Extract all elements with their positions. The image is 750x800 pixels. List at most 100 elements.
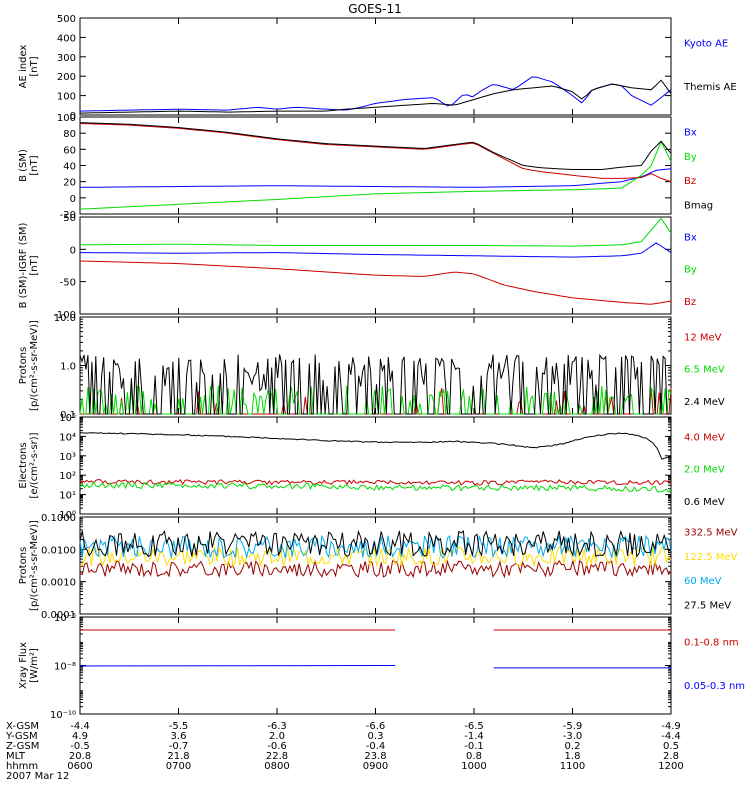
ephemeris-value: -6.3 — [267, 721, 287, 732]
legend-label: 6.5 MeV — [684, 365, 725, 376]
y-axis-unit: [nT] — [29, 56, 40, 76]
legend-label: Bmag — [684, 200, 713, 211]
y-axis-label: B (SM) — [18, 149, 29, 182]
series-line — [79, 665, 396, 667]
y-axis-unit: [p/(cm²-s-sr-MeV)] — [29, 520, 40, 611]
y-tick-label: 10⁻¹⁰ — [50, 710, 76, 721]
ephemeris-value: 4.9 — [72, 731, 88, 742]
series-line — [79, 481, 672, 494]
ephemeris-value: -0.7 — [169, 741, 189, 752]
series-line — [79, 260, 672, 305]
y-tick-label: 1.0 — [60, 362, 76, 373]
ephemeris-value: 0.3 — [368, 731, 384, 742]
ephemeris-value: 1000 — [461, 761, 486, 772]
y-tick-label: 200 — [57, 72, 76, 83]
legend-label: 60 MeV — [684, 576, 722, 587]
series-line — [79, 122, 672, 170]
y-axis-label: B (SM)-IGRF (SM) — [18, 223, 29, 309]
y-tick-label: 100 — [57, 113, 76, 124]
y-tick-label: 0.0001 — [41, 610, 76, 621]
ephemeris-value: -6.5 — [464, 721, 484, 732]
legend-label: Kyoto AE — [684, 38, 728, 49]
ephemeris-row-label: Z-GSM — [6, 741, 39, 752]
y-axis-unit: [nT] — [29, 255, 40, 275]
y-axis-unit: [e/(cm²-s-sr)] — [29, 432, 40, 498]
y-tick-label: -50 — [60, 278, 76, 289]
legend-label: Themis AE — [683, 82, 737, 93]
ephemeris-value: 21.8 — [167, 751, 189, 762]
ephemeris-value: -5.9 — [563, 721, 583, 732]
series-line — [79, 140, 672, 210]
y-tick-label: 400 — [57, 33, 76, 44]
y-tick-label: 0 — [70, 194, 76, 205]
legend-label: By — [684, 265, 697, 276]
legend-label: 0.6 MeV — [684, 497, 725, 508]
ephemeris-value: -3.0 — [563, 731, 583, 742]
panel-frame — [79, 416, 672, 515]
ephemeris-row-label: Y-GSM — [5, 731, 38, 742]
y-tick-label: 0 — [70, 111, 76, 122]
y-tick-label: 500 — [57, 14, 76, 25]
y-tick-label: -100 — [53, 310, 76, 321]
y-tick-label: 10⁻⁸ — [54, 662, 76, 673]
series-line — [79, 432, 672, 460]
series-line — [80, 354, 671, 414]
y-tick-label: 50 — [63, 213, 76, 224]
ephemeris-value: 0600 — [67, 761, 92, 772]
panel-frame — [79, 116, 672, 215]
ephemeris-value: -4.4 — [661, 731, 681, 742]
y-tick-label: 0.1 — [60, 410, 76, 421]
ephemeris-value: -0.6 — [267, 741, 287, 752]
ephemeris-value: 1.8 — [565, 751, 581, 762]
y-tick-label: 10⁴ — [59, 432, 76, 443]
ephemeris-value: 23.8 — [364, 751, 386, 762]
legend-label: 12 MeV — [684, 332, 722, 343]
ephemeris-value: 0.5 — [663, 741, 679, 752]
ephemeris-value: 3.6 — [171, 731, 187, 742]
y-tick-label: 100 — [57, 92, 76, 103]
ephemeris-value: -0.1 — [464, 741, 484, 752]
series-line — [80, 242, 672, 258]
series-line — [79, 559, 672, 579]
ephemeris-value: -6.6 — [366, 721, 386, 732]
ephemeris-value: -0.4 — [366, 741, 386, 752]
ephemeris-value: 20.8 — [69, 751, 91, 762]
ephemeris-value: -5.5 — [169, 721, 189, 732]
series-line — [79, 545, 672, 568]
y-tick-label: 0.1000 — [41, 513, 76, 524]
y-tick-label: 10⁻⁶ — [54, 613, 76, 624]
panel-7: 10⁻¹⁰ 10⁻⁸ 10⁻⁶ Xray Flux [W/m²] 0.1-0.8 nm 0.… — [18, 613, 745, 721]
y-axis-label: AE index — [18, 45, 29, 89]
y-axis-unit: [W/m²] — [29, 648, 40, 683]
ephemeris-value: 1200 — [658, 761, 683, 772]
legend-label: 2.4 MeV — [684, 397, 725, 408]
y-axis-label: Electrons — [18, 442, 29, 488]
ephemeris-value: 2.8 — [663, 751, 679, 762]
y-axis-unit: [p/(cm²-s-sr-MeV)] — [29, 320, 40, 411]
series-line — [79, 76, 672, 112]
y-tick-label: 20 — [63, 178, 76, 189]
legend-label: 2.0 MeV — [684, 465, 725, 476]
ephemeris-value: 0800 — [264, 761, 289, 772]
y-tick-label: 10⁰ — [59, 510, 76, 521]
ephemeris-row-label: MLT — [6, 751, 26, 762]
y-tick-label: -20 — [60, 210, 76, 221]
y-tick-label: 0.0100 — [41, 545, 76, 556]
panel-3: -100 -50 0 50 B (SM)-IGRF (SM) [nT] Bx By Bz — [18, 213, 697, 321]
panel-frame — [79, 17, 672, 116]
legend-label: Bx — [684, 128, 697, 139]
y-tick-label: 10.0 — [54, 313, 76, 324]
legend-label: 0.05-0.3 nm — [684, 681, 745, 692]
ephemeris-row-label: X-GSM — [6, 721, 39, 732]
ephemeris-row-label: 2007 Mar 12 — [6, 771, 69, 782]
series-line — [79, 529, 672, 558]
legend-label: Bz — [684, 297, 696, 308]
series-line — [80, 217, 672, 247]
legend-label: 122.5 MeV — [684, 552, 738, 563]
series-line — [79, 479, 672, 486]
y-tick-label: 80 — [63, 129, 76, 140]
ephemeris-value: 2.0 — [269, 731, 285, 742]
y-tick-label: 0 — [70, 245, 76, 256]
